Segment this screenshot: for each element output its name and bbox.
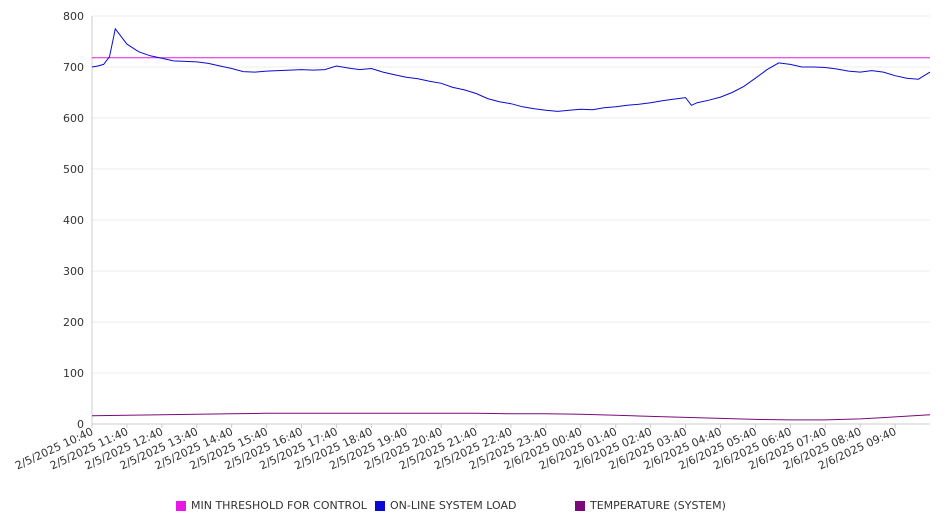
y-tick-label: 600 [63,112,84,125]
y-tick-label: 0 [77,418,84,431]
y-tick-label: 400 [63,214,84,227]
legend-label-system-load: ON-LINE SYSTEM LOAD [390,499,517,512]
y-tick-label: 500 [63,163,84,176]
legend-item-threshold[interactable]: MIN THRESHOLD FOR CONTROL [176,499,367,512]
legend: MIN THRESHOLD FOR CONTROL ON-LINE SYSTEM… [0,499,946,513]
y-tick-label: 200 [63,316,84,329]
legend-swatch-temperature [575,500,585,511]
series-lines [91,27,931,421]
series-line-temperature [91,412,931,421]
legend-item-temperature[interactable]: TEMPERATURE (SYSTEM) [575,499,726,512]
y-tick-labels: 0 100 200 300 400 500 600 700 800 [63,10,84,431]
legend-swatch-threshold [176,500,186,511]
series-line-system-load [91,27,931,112]
y-tick-label: 100 [63,367,84,380]
legend-swatch-system-load [375,500,385,511]
legend-label-threshold: MIN THRESHOLD FOR CONTROL [191,499,367,512]
legend-item-system-load[interactable]: ON-LINE SYSTEM LOAD [375,499,516,512]
y-tick-label: 800 [63,10,84,23]
gridlines [92,15,930,425]
y-tick-label: 700 [63,61,84,74]
x-tick-labels: 2/5/2025 10:402/5/2025 11:402/5/2025 12:… [13,424,898,472]
legend-label-temperature: TEMPERATURE (SYSTEM) [590,499,726,512]
y-tick-label: 300 [63,265,84,278]
